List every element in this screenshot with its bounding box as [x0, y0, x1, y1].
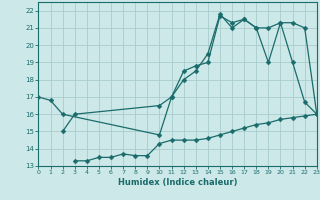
X-axis label: Humidex (Indice chaleur): Humidex (Indice chaleur)	[118, 178, 237, 187]
